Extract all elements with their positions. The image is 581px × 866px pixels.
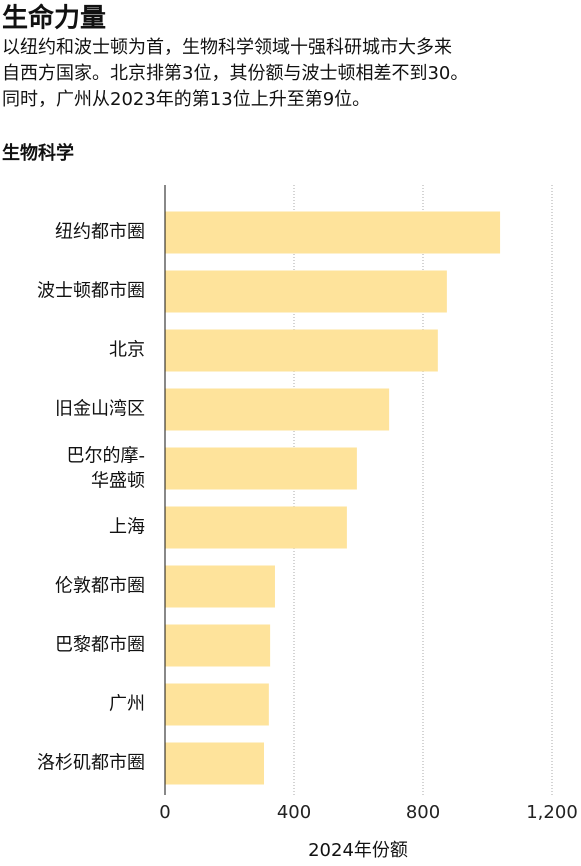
bar (165, 742, 265, 785)
bar (165, 211, 501, 254)
bar (165, 329, 438, 372)
y-tick-label: 旧金山湾区 (55, 399, 145, 420)
bar (165, 447, 357, 490)
bar (165, 624, 271, 667)
y-tick-label: 波士顿都市圈 (37, 281, 145, 302)
bar (165, 506, 347, 549)
y-tick-label: 上海 (109, 517, 145, 538)
subtitle: 同时，广州从2023年的第13位上升至第9位。 (2, 89, 370, 110)
subtitle: 以纽约和波士顿为首，生物科学领域十强科研城市大多来 (2, 37, 452, 58)
bar (165, 683, 269, 726)
y-tick-label: 伦敦都市圈 (55, 576, 145, 597)
section-label: 生物科学 (2, 142, 74, 164)
y-tick-label: 广州 (109, 694, 145, 715)
y-tick-label: 北京 (109, 340, 145, 361)
bar (165, 270, 447, 313)
x-tick-label: 400 (277, 802, 311, 823)
x-tick-label: 800 (406, 802, 440, 823)
y-tick-label: 纽约都市圈 (55, 222, 145, 243)
y-tick-label: 巴黎都市圈 (55, 635, 145, 656)
bar (165, 388, 390, 431)
chart-title: 生命力量 (2, 3, 106, 34)
x-axis-title: 2024年份额 (308, 840, 408, 861)
bar (165, 565, 275, 608)
x-tick-label: 1,200 (526, 802, 578, 823)
subtitle: 自西方国家。北京排第3位，其份额与波士顿相差不到30。 (2, 63, 468, 84)
y-tick-label: 巴尔的摩-华盛顿 (67, 446, 146, 492)
x-tick-label: 0 (159, 802, 170, 823)
y-tick-label: 洛杉矶都市圈 (37, 753, 145, 774)
